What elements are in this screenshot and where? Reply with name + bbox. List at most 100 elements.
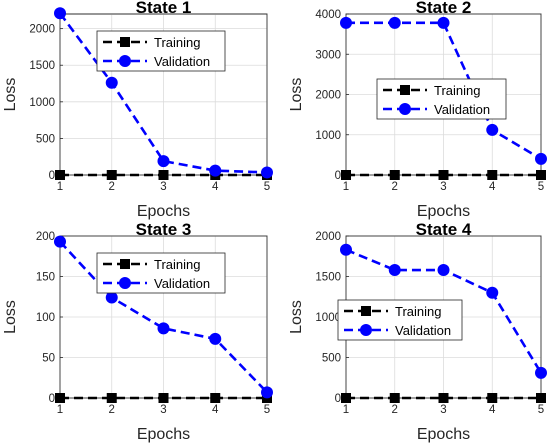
x-axis-label: Epochs: [417, 203, 470, 220]
data-point-training: [106, 393, 117, 403]
y-tick-label: 100: [36, 312, 55, 324]
series-line-validation: [59, 240, 268, 394]
y-tick-label: 1000: [315, 130, 341, 142]
x-tick-label: 3: [440, 404, 446, 416]
data-point-validation: [388, 16, 401, 29]
data-point-validation: [105, 291, 118, 304]
data-point-training: [55, 393, 65, 403]
data-point-validation: [437, 264, 450, 277]
data-point-training: [210, 393, 221, 403]
x-tick-label: 3: [160, 404, 166, 416]
legend: Training Validation: [96, 252, 226, 294]
x-tick-label: 5: [538, 181, 544, 193]
y-axis-label: Loss: [2, 300, 19, 334]
x-tick-label: 1: [343, 181, 349, 193]
x-tick-label: 4: [212, 181, 219, 193]
data-point-validation: [437, 16, 450, 29]
chart-title: State 4: [416, 220, 472, 239]
y-tick-label: 4000: [315, 9, 341, 21]
data-point-training: [438, 393, 449, 403]
data-point-validation: [54, 7, 66, 20]
x-tick-label: 2: [392, 181, 398, 193]
legend-label-validation: Validation: [154, 276, 210, 291]
data-point-training: [55, 170, 65, 180]
chart-panel-1: 1 2 3 4 5 0 500 1000 1500 2000 State 1 Epochs Loss Tr…: [2, 0, 273, 220]
x-tick-label: 3: [440, 181, 446, 193]
y-tick-label: 1500: [315, 272, 341, 284]
legend-box: [376, 78, 507, 120]
data-point-validation: [157, 322, 170, 335]
data-point-training: [438, 170, 449, 180]
data-point-validation: [261, 166, 273, 179]
y-tick-label: 0: [335, 170, 341, 182]
legend-box: [337, 299, 463, 341]
y-tick-label: 1000: [29, 97, 55, 109]
data-point-validation: [340, 243, 352, 256]
data-point-validation: [261, 386, 273, 399]
y-tick-label: 50: [42, 353, 55, 365]
data-point-validation: [535, 152, 547, 165]
legend: Training Validation: [376, 78, 507, 120]
x-tick-label: 2: [109, 181, 115, 193]
series-validation: [340, 16, 547, 165]
legend-marker-training: [120, 259, 130, 269]
x-tick-label: 4: [489, 404, 496, 416]
series-training: [341, 393, 546, 403]
series-line-validation: [346, 21, 542, 161]
chart-title: State 1: [136, 0, 192, 17]
x-tick-label: 4: [489, 181, 496, 193]
data-point-validation: [157, 155, 170, 168]
data-point-training: [536, 170, 546, 180]
legend-box: [96, 30, 226, 72]
data-point-training: [389, 170, 400, 180]
y-tick-label: 3000: [315, 49, 341, 61]
legend-marker-validation: [119, 277, 131, 289]
legend-label-validation: Validation: [395, 323, 451, 338]
data-point-training: [389, 393, 400, 403]
chart-title: State 3: [136, 220, 192, 239]
data-point-training: [341, 393, 351, 403]
legend-marker-training: [361, 306, 371, 316]
y-tick-label: 0: [49, 393, 55, 405]
chart-title: State 2: [416, 0, 472, 17]
y-tick-label: 2000: [315, 231, 341, 243]
data-point-training: [536, 393, 546, 403]
data-point-training: [158, 170, 169, 180]
data-point-validation: [340, 16, 352, 29]
data-point-validation: [54, 235, 66, 248]
legend-label-training: Training: [395, 304, 441, 319]
data-point-training: [487, 170, 498, 180]
data-point-validation: [486, 286, 499, 299]
legend-label-training: Training: [434, 83, 480, 98]
legend-marker-training: [120, 37, 130, 47]
y-tick-label: 200: [36, 231, 55, 243]
chart-panel-2: 1 2 3 4 5 0 1000 2000 3000 4000 State 2 Epochs Loss T…: [288, 0, 547, 220]
legend-marker-validation: [119, 55, 131, 67]
x-tick-label: 1: [57, 181, 63, 193]
data-point-validation: [209, 332, 222, 345]
y-axis-label: Loss: [288, 300, 305, 334]
series-line-validation: [58, 12, 268, 174]
legend-marker-training: [400, 85, 410, 95]
series-validation: [54, 235, 273, 399]
y-tick-label: 0: [49, 170, 55, 182]
y-tick-label: 0: [335, 393, 341, 405]
data-point-validation: [209, 164, 222, 177]
chart-panel-4: 1 2 3 4 5 0 500 1000 1500 2000 State 4 Epochs Loss Tr…: [288, 220, 547, 443]
series-validation: [54, 7, 273, 179]
x-tick-label: 3: [160, 181, 166, 193]
y-tick-label: 1000: [315, 312, 341, 324]
y-tick-label: 2000: [315, 90, 341, 102]
x-tick-label: 1: [57, 404, 63, 416]
data-point-training: [158, 393, 169, 403]
data-point-validation: [486, 123, 499, 136]
x-tick-label: 5: [264, 181, 270, 193]
x-tick-label: 5: [538, 404, 544, 416]
y-tick-label: 500: [36, 133, 55, 145]
x-tick-label: 4: [212, 404, 219, 416]
legend: Training Validation: [337, 299, 463, 341]
x-tick-label: 1: [343, 404, 349, 416]
legend-label-training: Training: [154, 257, 200, 272]
